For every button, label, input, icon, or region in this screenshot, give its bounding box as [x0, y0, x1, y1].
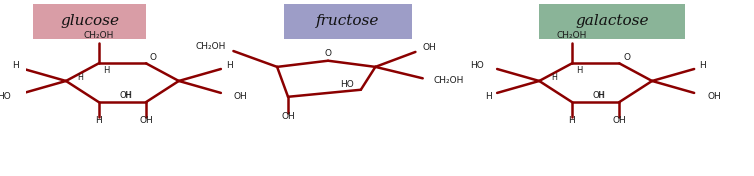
Text: O: O: [324, 49, 332, 58]
Text: O: O: [623, 53, 630, 62]
Text: H: H: [597, 91, 603, 100]
Text: H: H: [124, 91, 130, 100]
Text: H: H: [103, 66, 109, 75]
Text: CH₂OH: CH₂OH: [556, 31, 587, 40]
Text: H: H: [485, 92, 492, 101]
Text: H: H: [95, 116, 102, 125]
Text: OH: OH: [593, 91, 605, 100]
FancyBboxPatch shape: [33, 4, 146, 39]
Text: OH: OH: [281, 112, 295, 121]
Text: CH₂OH: CH₂OH: [434, 76, 464, 86]
FancyBboxPatch shape: [539, 4, 685, 39]
Text: H: H: [551, 73, 556, 82]
Text: OH: OH: [139, 116, 153, 125]
Text: CH₂OH: CH₂OH: [196, 42, 226, 51]
Text: H: H: [78, 73, 84, 82]
Text: galactose: galactose: [575, 14, 648, 28]
Text: H: H: [226, 61, 233, 70]
Text: HO: HO: [0, 92, 11, 101]
Text: OH: OH: [119, 91, 132, 100]
Text: H: H: [576, 66, 582, 75]
Text: H: H: [569, 116, 575, 125]
Text: CH₂OH: CH₂OH: [84, 31, 114, 40]
Text: OH: OH: [423, 43, 437, 52]
Text: HO: HO: [470, 61, 484, 70]
Text: O: O: [150, 53, 157, 62]
Text: HO: HO: [340, 80, 354, 89]
Text: OH: OH: [612, 116, 626, 125]
Text: fructose: fructose: [317, 14, 380, 28]
Text: OH: OH: [234, 92, 248, 101]
Text: H: H: [700, 61, 706, 70]
Text: OH: OH: [707, 92, 721, 101]
Text: glucose: glucose: [60, 14, 119, 28]
Text: H: H: [12, 61, 19, 70]
FancyBboxPatch shape: [284, 4, 412, 39]
